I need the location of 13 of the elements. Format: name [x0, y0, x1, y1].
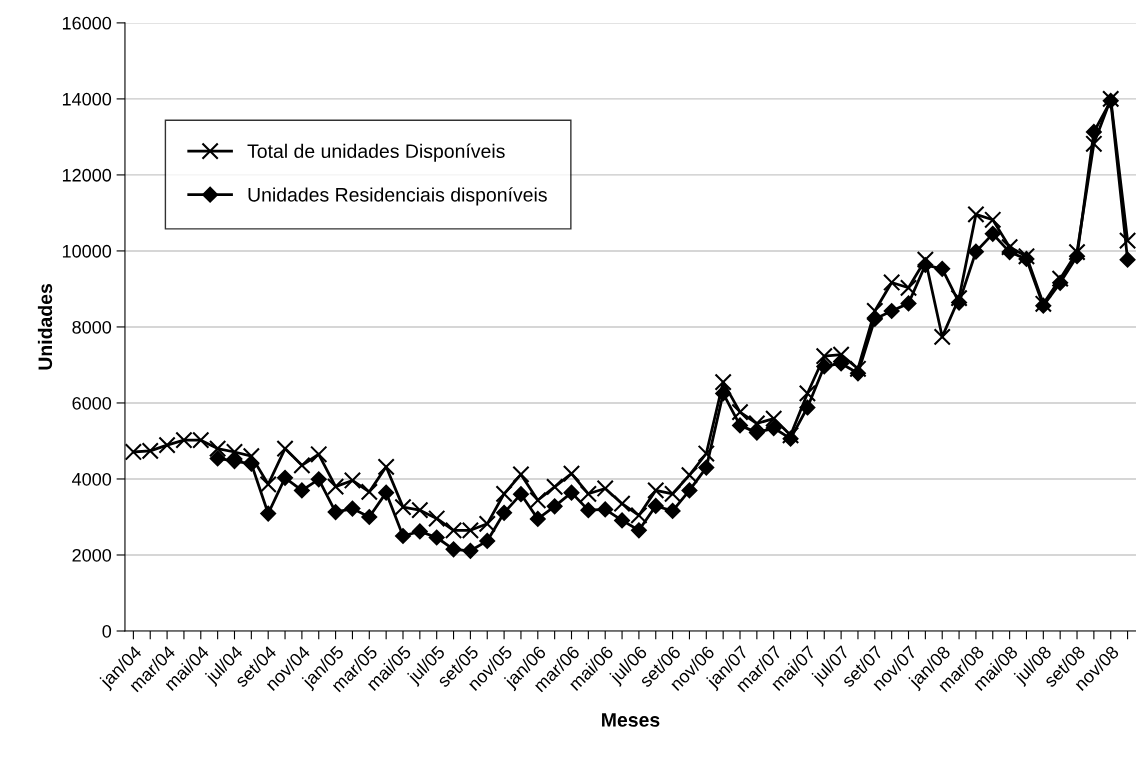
y-tick-label: 2000	[72, 548, 112, 562]
legend-label: Total de unidades Disponíveis	[247, 143, 505, 162]
y-tick-label: 16000	[62, 16, 112, 30]
y-tick-label: 12000	[62, 168, 112, 182]
y-tick-label: 0	[102, 624, 112, 638]
y-tick-label: 6000	[72, 396, 112, 410]
y-axis-title: Unidades	[37, 283, 53, 370]
x-axis-title: Meses	[602, 713, 660, 727]
y-tick-label: 4000	[72, 472, 112, 486]
y-tick-label: 8000	[72, 320, 112, 334]
y-tick-label: 14000	[62, 92, 112, 106]
legend-label: Unidades Residenciais disponíveis	[248, 187, 547, 206]
y-tick-label: 10000	[62, 244, 112, 258]
